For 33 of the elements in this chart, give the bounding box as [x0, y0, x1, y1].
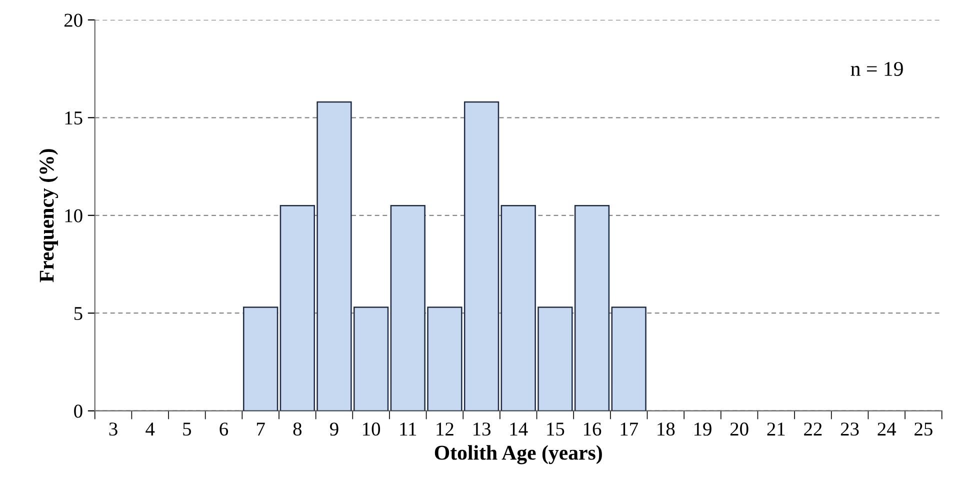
- x-axis-title: Otolith Age (years): [434, 445, 602, 464]
- y-tick-label: 10: [65, 209, 82, 222]
- x-tick-label: 3: [109, 422, 118, 436]
- bar: [243, 306, 278, 411]
- x-tick-label: 7: [257, 422, 265, 436]
- bar: [611, 306, 646, 411]
- x-tick-label: 21: [767, 422, 785, 436]
- x-tick-label: 20: [730, 422, 748, 436]
- x-tick-label: 14: [510, 422, 528, 436]
- x-tick-label: 16: [584, 422, 602, 436]
- x-tick-label: 11: [400, 422, 416, 436]
- x-tick-label: 8: [293, 422, 302, 436]
- x-tick-label: 5: [183, 422, 192, 436]
- x-tick-label: 10: [363, 422, 380, 436]
- y-axis-title: Frequency (%): [39, 149, 58, 282]
- y-tick-label: 5: [74, 307, 82, 320]
- x-tick-label: 25: [914, 422, 932, 436]
- x-tick-label: 17: [620, 422, 638, 436]
- annotation: n = 19: [850, 62, 903, 76]
- x-tick-label: 12: [436, 422, 454, 436]
- x-tick-label: 13: [474, 422, 490, 436]
- x-tick-label: 15: [547, 422, 564, 436]
- y-tick-label: 0: [74, 404, 82, 418]
- y-tick-label: 20: [64, 14, 82, 27]
- x-tick-label: 18: [658, 422, 675, 436]
- x-tick-label: 4: [146, 422, 155, 436]
- x-tick-label: 19: [694, 422, 712, 436]
- y-tick-label: 15: [65, 112, 82, 125]
- x-tick-label: 23: [840, 422, 859, 436]
- x-tick-label: 24: [878, 422, 896, 436]
- x-tick-label: 6: [220, 422, 228, 436]
- x-tick-label: 22: [804, 422, 822, 436]
- x-tick-label: 9: [330, 422, 338, 436]
